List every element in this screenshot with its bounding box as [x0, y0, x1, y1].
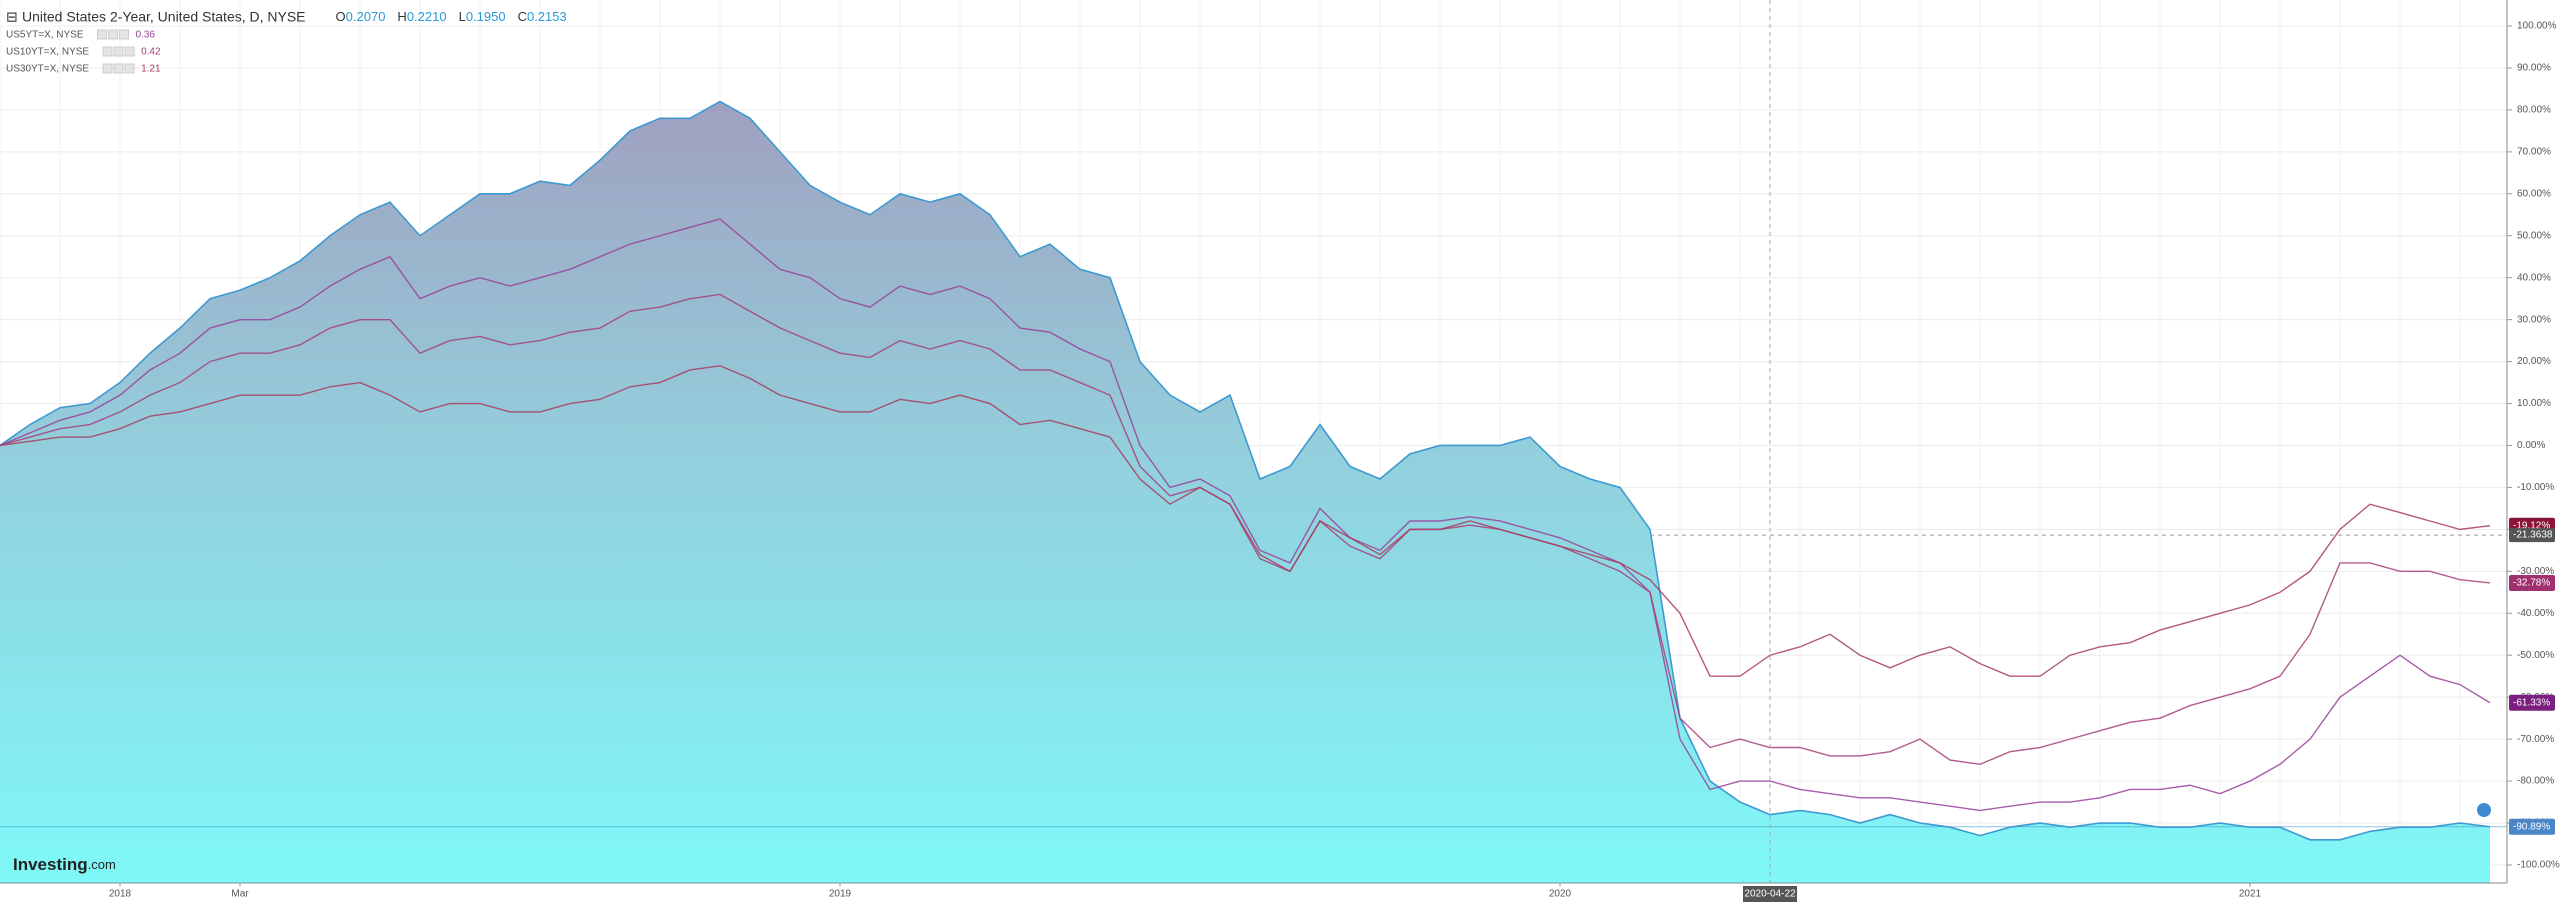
legend-button	[102, 63, 113, 74]
legend-button	[108, 29, 119, 40]
legend-value: 0.42	[141, 47, 161, 58]
y-tick-label: 20.00%	[2517, 356, 2551, 367]
y-tick-label: 0.00%	[2517, 440, 2545, 451]
line	[0, 293, 2491, 766]
y-tick-label: 80.00%	[2517, 105, 2551, 116]
last-value-label: -19.12%	[2513, 520, 2550, 531]
legend-name: US5YT=X, NYSE	[6, 30, 84, 41]
scroll-button[interactable]	[2477, 803, 2491, 817]
y-tick-label: -80.00%	[2517, 776, 2554, 787]
ohlc-value: 0.1950	[466, 9, 506, 24]
y-tick-label: 60.00%	[2517, 188, 2551, 199]
crosshair-y-label: -21.3638	[2513, 530, 2553, 541]
brand-name: Investing	[13, 855, 88, 874]
crosshair-x-box	[1743, 886, 1797, 902]
brand: Investing.com	[13, 855, 116, 874]
ohlc-item: L0.1950	[459, 9, 506, 24]
legend-button	[113, 46, 124, 57]
y-tick-label: 10.00%	[2517, 398, 2551, 409]
ohlc-item: H0.2210	[397, 9, 446, 24]
legend-button	[97, 29, 108, 40]
area	[0, 101, 2490, 883]
legend-button	[124, 46, 135, 57]
ohlc-label: L	[459, 9, 466, 24]
x-tick-label: 2020	[1549, 889, 1572, 900]
header: O0.2070 H0.2210 L0.1950 C0.2153 US5YT=X, NYS…	[6, 9, 567, 74]
last-value-badge	[2509, 818, 2555, 835]
chart-title: United States 2-Year, United States, D, …	[22, 9, 306, 25]
ohlc-value: 0.2070	[346, 9, 386, 24]
ohlc-label: C	[518, 9, 527, 24]
ohlc-label: H	[397, 9, 406, 24]
line	[0, 365, 2491, 677]
last-value-badge	[2509, 694, 2555, 711]
ohlc-value: 0.2153	[527, 9, 567, 24]
y-tick-label: 50.00%	[2517, 230, 2551, 241]
legend-value: 1.21	[141, 64, 161, 75]
x-tick-label: Mar	[231, 889, 249, 900]
x-tick-label: 2019	[829, 889, 852, 900]
legend-button	[113, 63, 124, 74]
y-tick-label: 100.00%	[2517, 21, 2557, 32]
y-tick-label: 70.00%	[2517, 146, 2551, 157]
y-tick-label: -40.00%	[2517, 608, 2554, 619]
header-icon: ⊟	[6, 9, 18, 25]
crosshair-x-label: 2020-04-22	[1744, 889, 1796, 900]
x-tick-label: 2018	[109, 889, 132, 900]
ohlc-item: C0.2153	[518, 9, 567, 24]
plot	[0, 0, 2507, 883]
last-value-label: -32.78%	[2513, 578, 2550, 589]
y-tick-label: 40.00%	[2517, 272, 2551, 283]
legend-name: US30YT=X, NYSE	[6, 64, 89, 75]
last-value-label: -61.33%	[2513, 697, 2550, 708]
ohlc-value: 0.2210	[407, 9, 447, 24]
legend-name: US10YT=X, NYSE	[6, 47, 89, 58]
x-tick-label: 2021	[2239, 889, 2262, 900]
legend-value: 0.36	[136, 30, 156, 41]
y-tick-label: -100.00%	[2517, 860, 2560, 871]
line	[0, 218, 2491, 812]
legend-button	[124, 63, 135, 74]
y-tick-label: 30.00%	[2517, 314, 2551, 325]
y-tick-label: -30.00%	[2517, 566, 2554, 577]
ohlc-item: O0.2070	[336, 9, 386, 24]
last-value-badge	[2509, 574, 2555, 591]
crosshair-y-box	[2509, 528, 2555, 543]
brand-suffix: .com	[88, 857, 116, 872]
y-tick-label: -50.00%	[2517, 650, 2554, 661]
ohlc-label: O	[336, 9, 346, 24]
y-tick-label: 90.00%	[2517, 63, 2551, 74]
legend-button	[102, 46, 113, 57]
y-tick-label: -70.00%	[2517, 734, 2554, 745]
last-value-label: -90.89%	[2513, 821, 2550, 832]
legend-button	[119, 29, 130, 40]
y-tick-label: -10.00%	[2517, 482, 2554, 493]
